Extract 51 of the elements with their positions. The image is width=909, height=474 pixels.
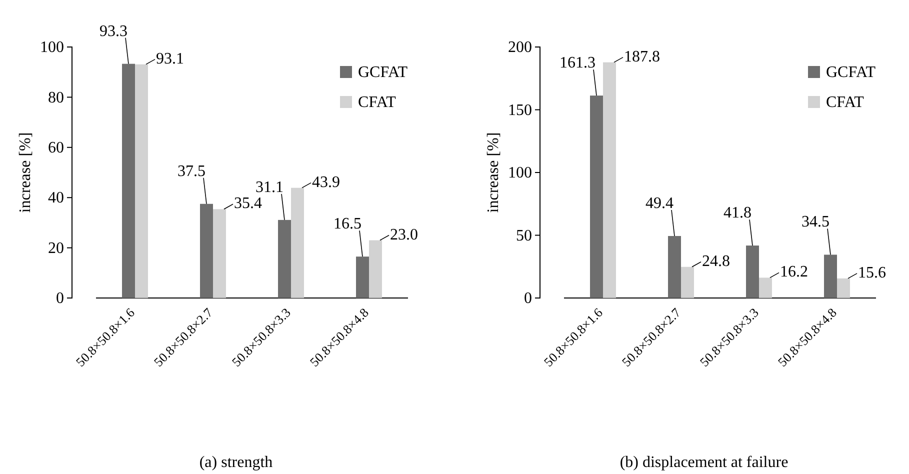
y-tick-label: 100 <box>508 164 532 182</box>
y-axis-title: increase [%] <box>485 132 502 213</box>
data-label: 187.8 <box>624 48 660 66</box>
data-label: 41.8 <box>724 204 752 222</box>
data-label: 93.1 <box>156 50 184 68</box>
data-label: 49.4 <box>646 195 674 212</box>
data-label: 37.5 <box>178 162 206 180</box>
y-tick-label: 80 <box>48 89 64 106</box>
bar <box>746 246 759 298</box>
text: (b) displacement at failure <box>620 454 788 471</box>
data-label: 16.5 <box>334 216 362 233</box>
y-tick-label: 0 <box>524 290 532 308</box>
y-tick-label: 200 <box>508 39 532 56</box>
legend-label: CFAT <box>826 94 864 111</box>
data-label: 93.3 <box>100 22 128 40</box>
data-label: 24.8 <box>702 252 730 270</box>
legend-label: CFAT <box>358 94 396 111</box>
bar <box>837 278 850 298</box>
legend-label: GCFAT <box>358 64 408 81</box>
bar <box>291 188 304 298</box>
y-tick-label: 40 <box>48 190 64 207</box>
bar <box>668 236 681 298</box>
bar <box>759 278 772 298</box>
y-tick-label: 60 <box>48 140 64 157</box>
data-label: 161.3 <box>560 54 596 72</box>
data-label: 15.6 <box>858 264 886 282</box>
data-label: 35.4 <box>234 195 262 212</box>
bar <box>135 64 148 298</box>
y-tick-label: 100 <box>40 39 64 56</box>
y-tick-label: 50 <box>516 227 532 244</box>
y-tick-label: 150 <box>508 102 532 119</box>
bar <box>356 256 369 298</box>
bar <box>824 254 837 298</box>
bar <box>278 220 291 298</box>
data-label: 16.2 <box>780 264 808 281</box>
text: (a) strength <box>199 454 273 471</box>
bar <box>681 266 694 298</box>
data-label: 31.1 <box>256 178 284 196</box>
y-axis-title: increase [%] <box>17 132 34 213</box>
bar <box>200 204 213 298</box>
data-label: 43.9 <box>312 174 340 191</box>
bar <box>603 62 616 298</box>
bar <box>122 64 135 298</box>
data-label: 23.0 <box>390 226 418 244</box>
bar <box>213 209 226 298</box>
bar <box>369 240 382 298</box>
data-label: 34.5 <box>802 214 830 231</box>
y-tick-label: 20 <box>48 240 64 257</box>
y-tick-label: 0 <box>56 290 64 308</box>
bar <box>590 96 603 298</box>
legend-label: GCFAT <box>826 64 876 81</box>
